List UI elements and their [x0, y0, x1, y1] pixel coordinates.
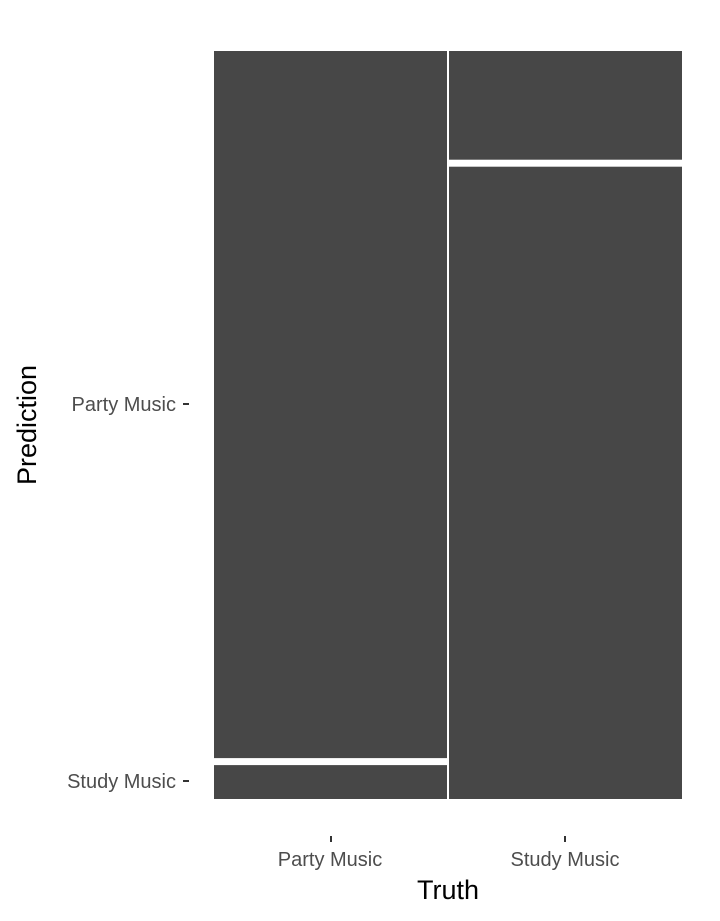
x-tick-label-study-music: Study Music: [511, 849, 620, 871]
y-tick-label-party-music: Party Music: [72, 394, 176, 416]
mosaic-cells: [214, 51, 682, 799]
x-tick-label-party-music: Party Music: [278, 849, 382, 871]
y-axis-title: Prediction: [12, 365, 42, 485]
mosaic-cell-study-music-predicted-study-music: [449, 166, 682, 799]
mosaic-cell-study-music-predicted-party-music: [449, 51, 682, 160]
mosaic-cell-party-music-predicted-party-music: [214, 51, 447, 759]
x-axis-title: Truth: [417, 875, 479, 905]
axis-ticks: [183, 403, 566, 842]
mosaic-cell-party-music-predicted-study-music: [214, 765, 447, 799]
y-tick-label-study-music: Study Music: [67, 771, 176, 793]
